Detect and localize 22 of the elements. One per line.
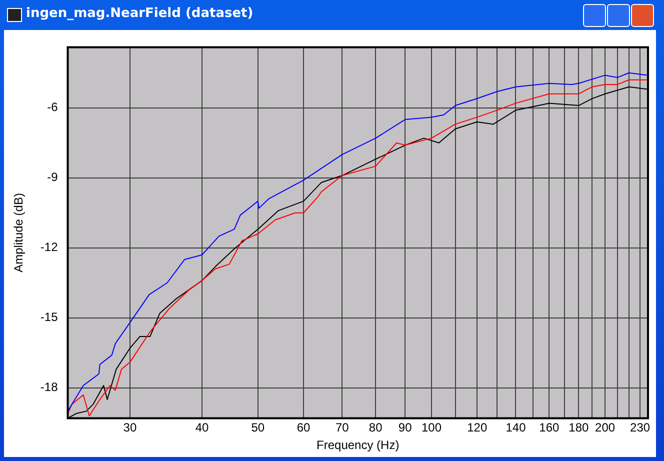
x-tick-label: 40 [195,420,210,435]
x-tick-label: 200 [595,420,616,435]
chart-title: ingen_mag.NearField (dataset) [26,6,254,21]
x-tick-label: 100 [421,420,442,435]
y-tick-label: -12 [40,240,58,254]
y-tick-label: -9 [47,170,58,184]
x-tick-label: 180 [568,420,590,435]
x-tick-label: 30 [123,420,137,435]
y-tick-label: -15 [40,310,58,324]
x-tick-label: 80 [368,420,383,435]
x-tick-label: 50 [251,420,265,435]
y-tick-label: -18 [40,380,58,394]
y-tick-label: -6 [47,100,58,114]
x-tick-label: 120 [467,420,488,435]
x-tick-label: 90 [398,420,412,435]
x-tick-label: 70 [335,420,350,435]
x-tick-label: 60 [296,420,311,435]
x-tick-label: 230 [630,420,650,435]
x-axis-title: Frequency (Hz) [316,438,400,452]
x-tick-label: 160 [539,420,560,435]
y-axis-title: Amplitude (dB) [12,193,26,272]
x-tick-label: 140 [506,420,526,435]
